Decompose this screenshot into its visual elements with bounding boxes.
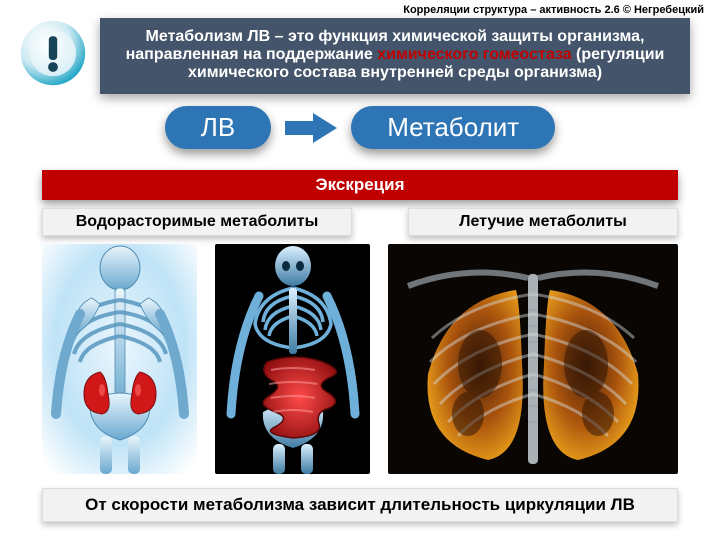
definition-box: Метаболизм ЛВ – это функция химической з… xyxy=(100,18,690,94)
pill-lv: ЛВ xyxy=(165,106,271,149)
sub-volatile: Летучие метаболиты xyxy=(408,208,678,236)
lungs-xray-image xyxy=(388,244,678,474)
excretion-bar: Экскреция xyxy=(42,170,678,200)
pill-metabolite: Метаболит xyxy=(351,106,555,149)
flow-row: ЛВ Метаболит xyxy=(0,106,720,149)
info-icon xyxy=(18,18,88,88)
skeleton-kidneys-image xyxy=(42,244,197,474)
footer-statement: От скорости метаболизма зависит длительн… xyxy=(42,488,678,522)
definition-highlight: химического гомеостаза xyxy=(377,46,571,63)
skeleton-intestine-image xyxy=(215,244,370,474)
arrow-icon xyxy=(285,113,337,143)
sub-water-soluble: Водорасторимые метаболиты xyxy=(42,208,352,236)
image-row xyxy=(42,244,678,474)
attribution-text: Корреляции структура – активность 2.6 © … xyxy=(403,4,704,16)
